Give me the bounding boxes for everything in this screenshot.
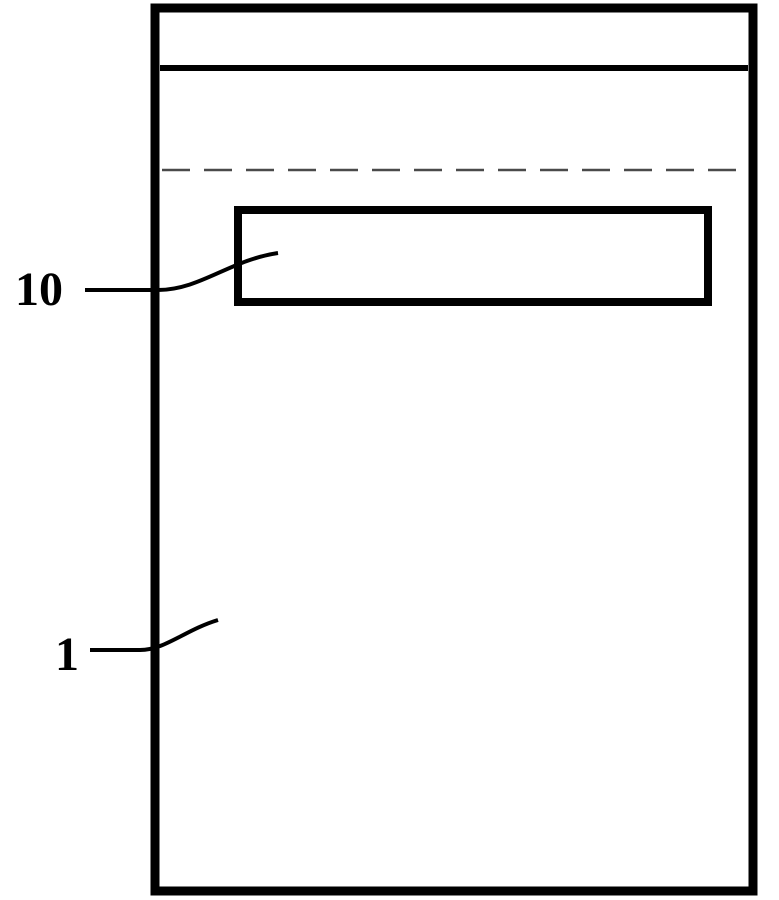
callout-1-label: 1	[55, 628, 79, 681]
inner-window-rect	[238, 210, 708, 302]
callout-10-label: 10	[15, 263, 63, 316]
callout-10-leader	[85, 253, 278, 290]
callout-1-group: 1	[55, 620, 218, 681]
technical-diagram: 10 1	[0, 0, 779, 900]
outer-container-rect	[155, 8, 753, 891]
